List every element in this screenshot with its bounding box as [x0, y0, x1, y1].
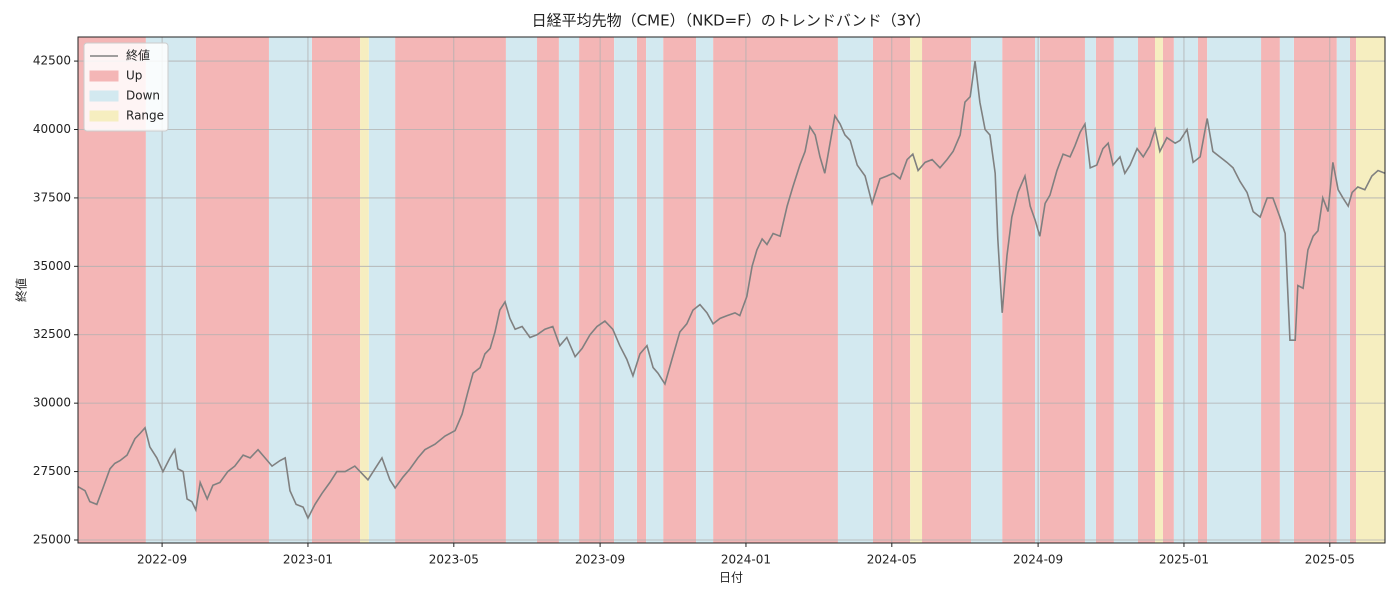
x-tick-label: 2023-01 — [283, 553, 333, 567]
trend-band — [195, 37, 269, 543]
trend-band — [1356, 37, 1385, 543]
legend-label: Up — [126, 69, 142, 83]
y-tick-label: 40000 — [33, 122, 71, 136]
trend-band — [1293, 37, 1337, 543]
trend-band — [1002, 37, 1036, 543]
trend-band — [1084, 37, 1096, 543]
trend-band — [614, 37, 637, 543]
y-tick-label: 27500 — [33, 464, 71, 478]
y-tick-label: 35000 — [33, 259, 71, 273]
trend-band — [1162, 37, 1174, 543]
trend-band — [971, 37, 1003, 543]
y-tick-label: 25000 — [33, 532, 71, 546]
trend-band — [395, 37, 506, 543]
x-tick-label: 2025-01 — [1159, 553, 1209, 567]
trend-band — [713, 37, 838, 543]
x-tick-label: 2023-09 — [575, 553, 625, 567]
y-tick-label: 32500 — [33, 327, 71, 341]
legend-swatch — [89, 70, 119, 82]
x-tick-label: 2022-09 — [137, 553, 187, 567]
bands — [78, 37, 1385, 543]
y-tick-label: 37500 — [33, 190, 71, 204]
legend-label: Range — [126, 109, 164, 123]
trend-band — [636, 37, 647, 543]
legend-label: 終値 — [126, 48, 150, 63]
trend-band — [1261, 37, 1280, 543]
legend: 終値 Up Down Range — [83, 42, 169, 132]
lines — [77, 60, 1386, 520]
legend-swatch — [89, 90, 119, 102]
y-tick-label: 42500 — [33, 54, 71, 68]
trend-band — [1336, 37, 1350, 543]
x-tick-label: 2024-09 — [1013, 553, 1063, 567]
trend-band — [360, 37, 369, 543]
legend-swatch — [89, 110, 119, 122]
axes: 25000 27500 30000 32500 35000 37500 40000 42500… — [33, 54, 1355, 567]
trend-band — [1197, 37, 1208, 543]
trend-band — [1207, 37, 1262, 543]
trend-band — [910, 37, 923, 543]
chart-title: 日経平均先物（CME）（NKD=F）のトレンドバンド（3Y） — [532, 12, 931, 30]
trend-band — [558, 37, 580, 543]
grid — [78, 37, 1385, 543]
trend-band — [579, 37, 615, 543]
trend-band — [268, 37, 312, 543]
y-axis-label: 終値 — [14, 278, 29, 302]
trend-band — [1173, 37, 1198, 543]
trend-band — [837, 37, 873, 543]
trend-band — [1137, 37, 1156, 543]
price-line — [77, 60, 1386, 520]
trend-band — [368, 37, 396, 543]
trend-band — [537, 37, 559, 543]
trend-band — [311, 37, 361, 543]
legend-box — [83, 42, 169, 132]
y-tick-label: 30000 — [33, 396, 71, 410]
x-tick-label: 2025-05 — [1305, 553, 1355, 567]
trend-band — [1349, 37, 1357, 543]
trend-band — [1039, 37, 1085, 543]
legend-label: Down — [126, 89, 160, 103]
trend-band — [1035, 37, 1040, 543]
x-tick-label: 2024-05 — [867, 553, 917, 567]
plot-frame — [77, 36, 1386, 544]
x-axis-label: 日付 — [719, 571, 743, 585]
trend-band — [505, 37, 538, 543]
trend-band — [696, 37, 714, 543]
trend-band — [1113, 37, 1138, 543]
trend-band — [1155, 37, 1163, 543]
trend-band — [663, 37, 697, 543]
trend-band — [646, 37, 664, 543]
trend-band — [1095, 37, 1114, 543]
x-tick-label: 2024-01 — [721, 553, 771, 567]
x-tick-label: 2023-05 — [429, 553, 479, 567]
